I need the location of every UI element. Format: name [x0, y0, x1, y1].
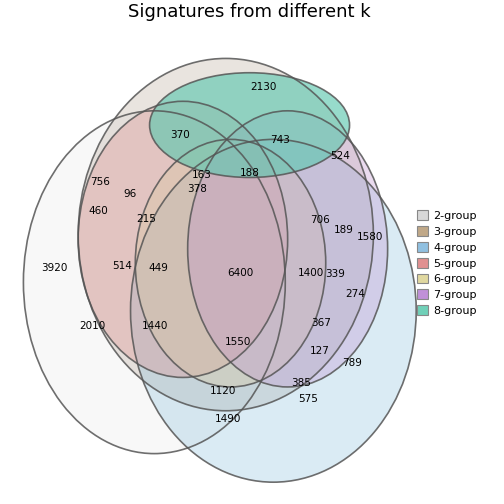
Legend: 2-group, 3-group, 4-group, 5-group, 6-group, 7-group, 8-group: 2-group, 3-group, 4-group, 5-group, 6-gr… [415, 208, 479, 318]
Text: 3920: 3920 [41, 263, 68, 273]
Text: 1120: 1120 [210, 386, 236, 396]
Text: 127: 127 [310, 346, 330, 356]
Title: Signatures from different k: Signatures from different k [128, 3, 371, 21]
Text: 2130: 2130 [250, 82, 277, 92]
Text: 6400: 6400 [227, 268, 253, 278]
Text: 367: 367 [311, 318, 331, 328]
Text: 524: 524 [330, 151, 350, 161]
Text: 789: 789 [342, 358, 362, 368]
Text: 449: 449 [148, 263, 168, 273]
Text: 1400: 1400 [297, 268, 324, 278]
Text: 385: 385 [291, 378, 311, 388]
Text: 743: 743 [271, 136, 290, 145]
Ellipse shape [131, 140, 416, 482]
Text: 339: 339 [325, 269, 345, 279]
Text: 1550: 1550 [224, 337, 251, 347]
Text: 1580: 1580 [356, 232, 383, 242]
Text: 756: 756 [90, 177, 109, 187]
Text: 188: 188 [239, 168, 260, 178]
Text: 163: 163 [192, 170, 212, 180]
Text: 575: 575 [298, 394, 318, 404]
Text: 370: 370 [171, 130, 191, 140]
Text: 96: 96 [123, 189, 136, 199]
Ellipse shape [78, 58, 373, 411]
Text: 1440: 1440 [142, 321, 168, 331]
Ellipse shape [23, 111, 285, 454]
Text: 460: 460 [89, 206, 108, 216]
Ellipse shape [78, 101, 288, 377]
Text: 189: 189 [334, 225, 354, 235]
Text: 2010: 2010 [79, 321, 105, 331]
Text: 706: 706 [310, 215, 330, 225]
Text: 274: 274 [345, 289, 365, 299]
Text: 215: 215 [136, 214, 156, 224]
Text: 514: 514 [112, 262, 132, 272]
Text: 378: 378 [187, 184, 207, 195]
Text: 1490: 1490 [215, 414, 241, 424]
Ellipse shape [187, 111, 388, 387]
Ellipse shape [135, 140, 326, 387]
Ellipse shape [150, 73, 350, 177]
